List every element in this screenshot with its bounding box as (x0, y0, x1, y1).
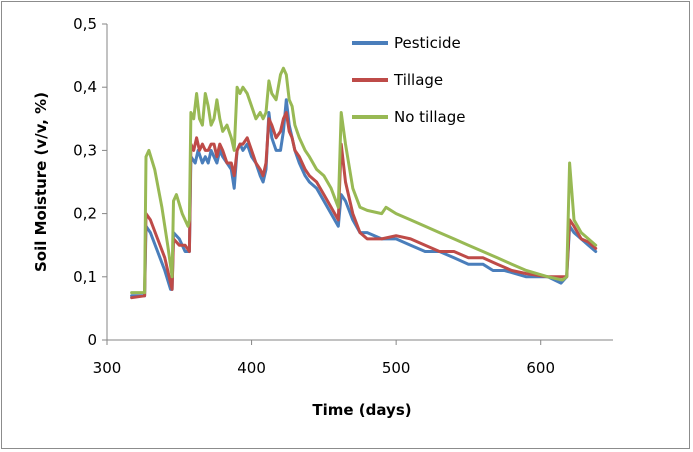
y-tick-label: 0,4 (73, 78, 97, 96)
x-tick-label: 300 (93, 359, 122, 377)
y-tick-label: 0,2 (73, 205, 97, 223)
series-line-no-tillage (130, 66, 598, 295)
y-tick-label: 0,1 (73, 268, 97, 286)
x-axis-ticks: 300 400 500 600 (93, 340, 555, 377)
series-line-pesticide (130, 98, 598, 298)
legend-label-pesticide: Pesticide (394, 34, 461, 52)
legend-label-no-tillage: No tillage (394, 108, 466, 126)
legend-label-tillage: Tillage (393, 71, 443, 89)
axes (106, 24, 613, 341)
y-axis-title: Soil Moisture (v/v, %) (32, 92, 50, 272)
y-axis-ticks: 0 0,1 0,2 0,3 0,4 0,5 (73, 15, 107, 349)
series-line-tillage (130, 111, 598, 300)
y-tick-label: 0,3 (73, 141, 97, 159)
series-lines (130, 66, 598, 300)
y-tick-label: 0,5 (73, 15, 97, 33)
legend: Pesticide Tillage No tillage (352, 34, 466, 126)
y-tick-label: 0 (87, 331, 97, 349)
x-tick-label: 500 (382, 359, 411, 377)
x-tick-label: 400 (237, 359, 266, 377)
x-tick-label: 600 (526, 359, 555, 377)
x-axis-title: Time (days) (312, 401, 411, 419)
